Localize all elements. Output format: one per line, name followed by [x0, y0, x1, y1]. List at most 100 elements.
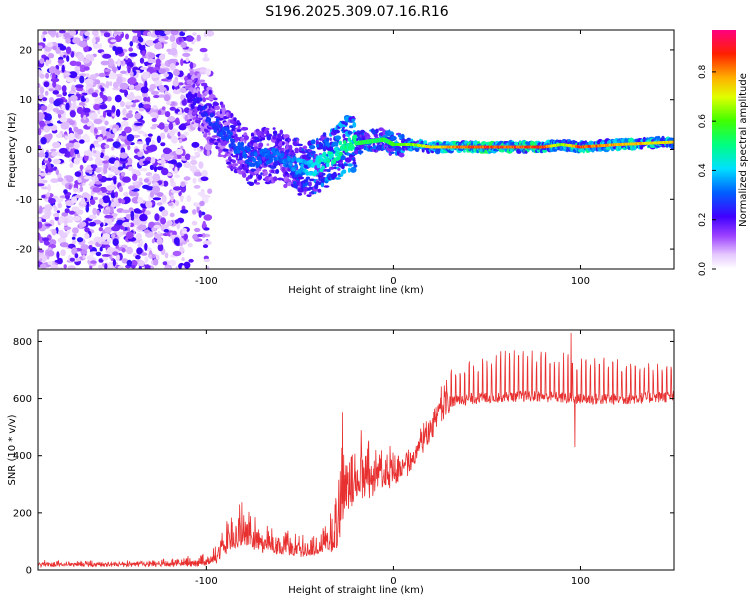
- spectrogram-noise-blob: [198, 210, 202, 218]
- spectrogram-noise-blob: [63, 32, 71, 38]
- spectrogram-noise-blob: [104, 109, 113, 113]
- spectrogram-noise-blob: [44, 120, 51, 124]
- spectrogram-noise-blob: [71, 196, 78, 204]
- spectrogram-noise-blob: [161, 106, 166, 111]
- spectrogram-noise-blob: [120, 171, 126, 177]
- spectrogram-cell: [253, 142, 258, 147]
- spectrogram-noise-blob: [134, 112, 142, 120]
- y-tick-label: 0: [26, 566, 32, 577]
- spectrogram-noise-blob: [150, 156, 156, 164]
- spectrogram-noise-blob: [87, 157, 94, 162]
- spectrogram-noise-blob: [74, 132, 80, 139]
- spectrogram-noise-blob: [169, 106, 176, 111]
- spectrogram-noise-blob: [94, 89, 99, 94]
- spectrogram-cell: [329, 137, 333, 141]
- colorbar-gradient: [712, 30, 736, 269]
- snr-series-line: [38, 332, 674, 569]
- spectrogram-noise-blob: [100, 152, 104, 159]
- spectrogram-cell: [221, 107, 227, 113]
- spectrogram-noise-blob: [167, 160, 176, 164]
- spectrogram-noise-blob: [38, 217, 42, 222]
- spectrogram-ridge-cell: [214, 125, 218, 131]
- spectrogram-ridge-cell: [671, 140, 674, 144]
- spectrogram-cell: [221, 111, 226, 116]
- spectrogram-noise-blob: [89, 54, 95, 62]
- spectrogram-noise-blob: [135, 40, 140, 44]
- spectrogram-noise-blob: [119, 82, 129, 90]
- spectrogram-noise-blob: [162, 180, 169, 187]
- spectrogram-noise-blob: [69, 30, 77, 36]
- spectrogram-noise-blob: [126, 93, 136, 100]
- spectrogram-noise-blob: [92, 43, 100, 49]
- spectrogram-noise-blob: [129, 41, 134, 47]
- spectrogram-noise-blob: [128, 84, 135, 90]
- spectrogram-noise-blob: [72, 227, 79, 234]
- spectrogram-noise-blob: [141, 91, 148, 99]
- spectrogram-cell: [213, 97, 218, 101]
- spectrogram-noise-blob: [84, 227, 90, 233]
- spectrogram-ridge-cell: [339, 151, 343, 156]
- spectrogram-noise-blob: [82, 58, 91, 64]
- spectrogram-noise-blob: [76, 128, 84, 135]
- spectrogram-noise-blob: [102, 209, 110, 215]
- spectrogram-noise-blob: [42, 97, 48, 102]
- spectrogram-noise-blob: [171, 135, 178, 144]
- spectrogram-noise-blob: [152, 173, 161, 182]
- spectrogram-cell: [272, 127, 276, 130]
- spectrogram-noise-blob: [157, 243, 164, 252]
- spectrogram-noise-blob: [40, 263, 47, 269]
- spectrogram-noise-blob: [78, 73, 88, 77]
- spectrogram-noise-blob: [89, 112, 98, 121]
- spectrogram-noise-blob: [94, 37, 100, 43]
- spectrogram-noise-blob: [97, 109, 101, 115]
- spectrogram-noise-blob: [52, 158, 61, 165]
- spectrogram-cell: [326, 168, 331, 173]
- spectrogram-noise-blob: [188, 47, 193, 52]
- spectrogram-noise-blob: [89, 74, 97, 80]
- spectrogram-noise-blob: [157, 94, 166, 98]
- spectrogram-noise-blob: [89, 181, 94, 186]
- spectrogram-noise-blob: [84, 31, 90, 37]
- spectrogram-noise-blob: [87, 261, 91, 265]
- spectrogram-noise-blob: [164, 36, 169, 40]
- spectrogram-noise-blob: [114, 35, 122, 43]
- spectrogram-noise-blob: [82, 182, 86, 186]
- spectrogram-noise-blob: [170, 47, 178, 56]
- spectrogram-cell: [344, 122, 348, 126]
- spectrogram-noise-blob: [88, 221, 97, 227]
- spectrogram-ridge-cell: [258, 160, 263, 165]
- spectrogram-noise-blob: [83, 66, 90, 71]
- spectrogram-noise-blob: [141, 50, 146, 57]
- spectrogram-noise-blob: [146, 96, 151, 103]
- spectrogram-noise-blob: [83, 114, 87, 121]
- spectrogram-noise-blob: [133, 218, 141, 226]
- spectrogram-noise-blob: [79, 224, 83, 230]
- spectrogram-noise-blob: [60, 249, 66, 257]
- spectrogram-noise-blob: [51, 151, 58, 157]
- spectrogram-noise-blob: [162, 147, 171, 155]
- spectrogram-noise-blob: [187, 242, 193, 248]
- spectrogram-ridge-cell: [207, 117, 212, 122]
- spectrogram-noise-blob: [80, 116, 90, 124]
- spectrogram-cell: [332, 171, 337, 178]
- spectrogram-cell: [194, 119, 201, 124]
- spectrogram-noise-blob: [158, 68, 166, 74]
- spectrogram-noise-blob: [194, 227, 201, 233]
- spectrogram-noise-blob: [55, 50, 61, 54]
- spectrogram-noise-blob: [45, 59, 49, 67]
- spectrogram-noise-blob: [98, 264, 104, 269]
- spectrogram-noise-blob: [67, 265, 76, 269]
- spectrogram-ridge-cell: [231, 138, 236, 144]
- spectrogram-cell: [283, 183, 288, 189]
- spectrogram-ridge-cell: [294, 163, 298, 169]
- spectrogram-noise-blob: [53, 206, 58, 212]
- spectrogram-cell: [250, 146, 255, 150]
- spectrogram-noise-blob: [72, 215, 81, 222]
- spectrogram-ridge-cell: [269, 157, 274, 163]
- spectrogram-noise-blob: [122, 221, 131, 228]
- spectrogram-cell: [671, 143, 674, 148]
- spectrogram-noise-blob: [119, 101, 125, 107]
- spectrogram-noise-blob: [42, 37, 46, 42]
- spectrogram-cell: [214, 105, 221, 111]
- spectrogram-noise-blob: [178, 36, 183, 43]
